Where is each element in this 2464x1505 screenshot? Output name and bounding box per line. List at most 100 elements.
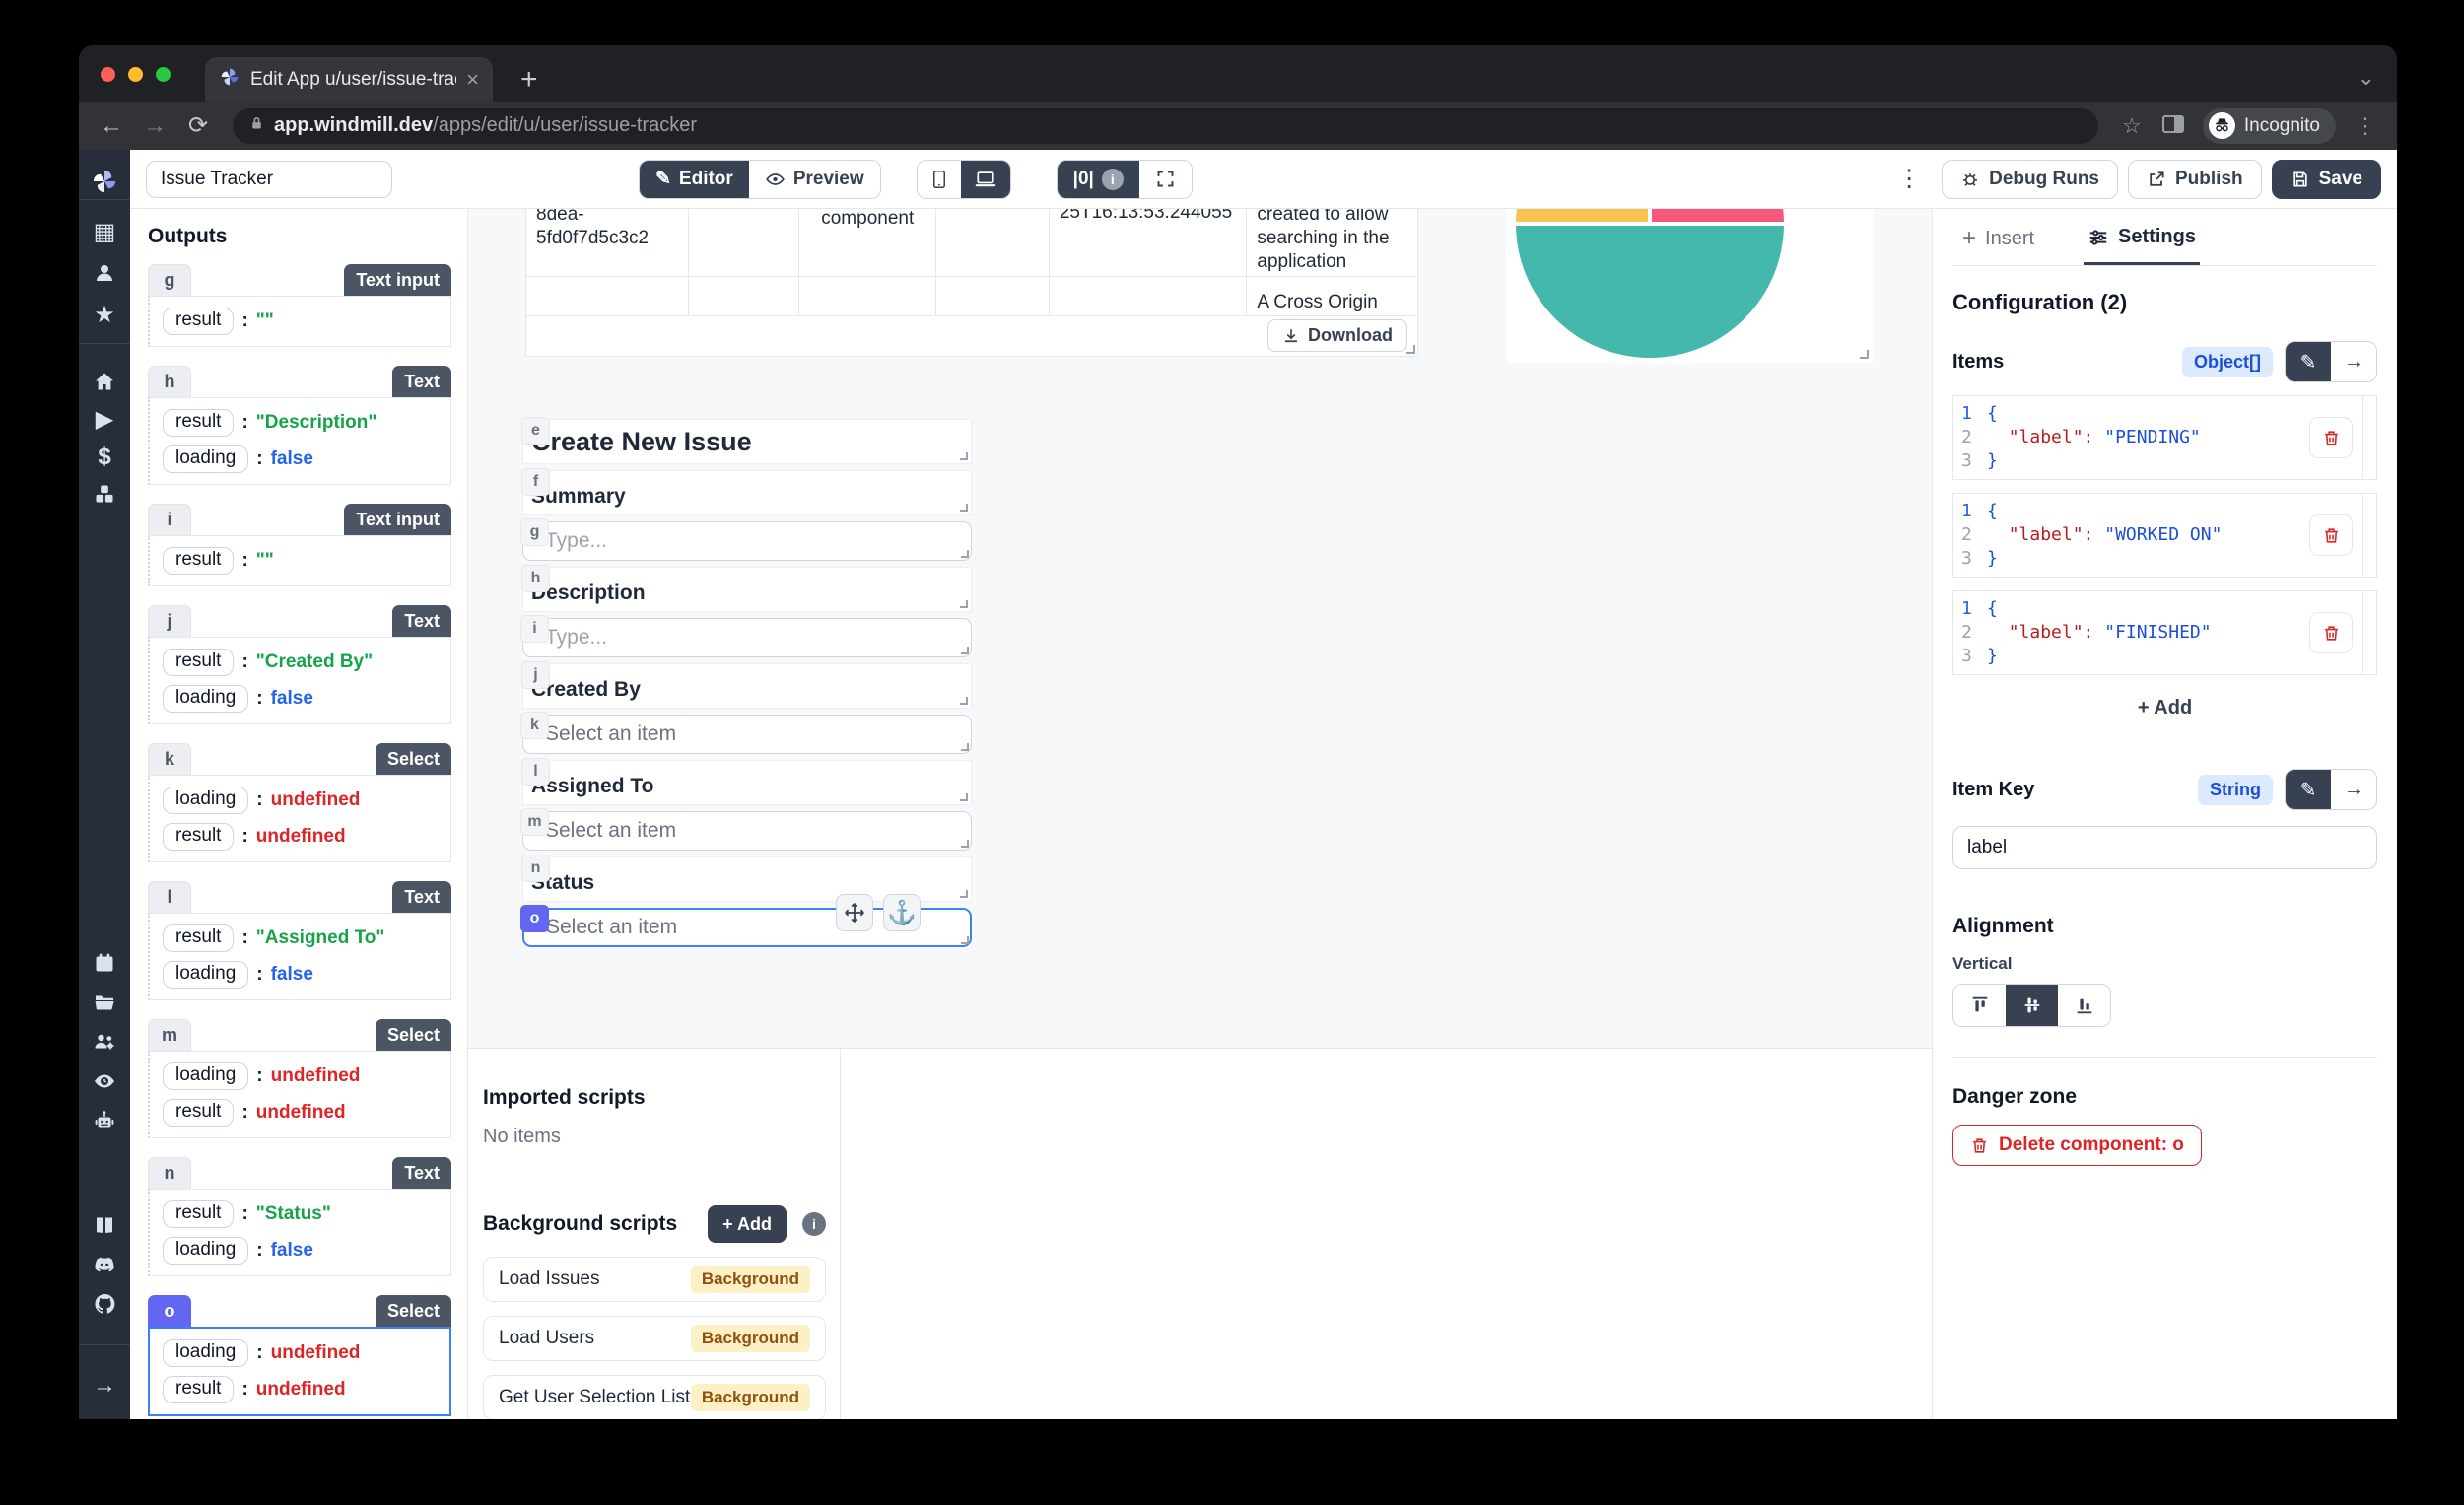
created-by-select-component[interactable]: k Select an item: [520, 712, 972, 754]
audit-logs-eye-icon[interactable]: [79, 1068, 130, 1093]
home-icon[interactable]: [79, 369, 130, 393]
preview-tab[interactable]: Preview: [748, 160, 880, 198]
publish-button[interactable]: Publish: [2128, 159, 2262, 199]
billing-dollar-icon[interactable]: $: [98, 444, 111, 470]
component-tag[interactable]: i: [520, 615, 549, 643]
align-top-button[interactable]: [1953, 985, 2006, 1026]
back-icon[interactable]: ←: [100, 111, 123, 139]
output-key[interactable]: loading: [163, 1237, 249, 1265]
resize-handle[interactable]: [1406, 345, 1415, 354]
address-bar[interactable]: app.windmill.dev/apps/edit/u/user/issue-…: [233, 107, 2098, 144]
tab-search-chevron-icon[interactable]: ⌄: [2357, 65, 2375, 90]
info-icon[interactable]: i: [802, 1212, 826, 1236]
close-tab-icon[interactable]: ×: [466, 66, 479, 92]
script-row[interactable]: Get User Selection List Background: [483, 1375, 826, 1419]
output-key[interactable]: result: [163, 1099, 235, 1127]
delete-item-button[interactable]: [2309, 612, 2353, 653]
output-key[interactable]: loading: [163, 961, 249, 989]
component-tag[interactable]: o: [520, 905, 549, 932]
output-key[interactable]: loading: [163, 445, 249, 473]
delete-component-button[interactable]: Delete component: o: [1952, 1125, 2202, 1166]
debug-runs-button[interactable]: Debug Runs: [1942, 159, 2118, 199]
component-tag[interactable]: j: [521, 661, 550, 689]
component-id-badge[interactable]: g: [148, 264, 191, 296]
item-key-input[interactable]: [1952, 826, 2377, 869]
component-id-badge[interactable]: i: [148, 504, 191, 535]
info-icon[interactable]: i: [1101, 168, 1124, 190]
created-by-label-component[interactable]: j Created By: [521, 661, 972, 709]
star-icon[interactable]: ★: [94, 302, 115, 328]
json-item-editor-1[interactable]: 1{ 2 "label": "PENDING" 3}: [1952, 395, 2377, 480]
resize-handle[interactable]: [960, 600, 968, 608]
windmill-logo-icon[interactable]: [79, 168, 130, 195]
output-key[interactable]: result: [163, 1200, 235, 1228]
output-key[interactable]: result: [163, 1376, 235, 1403]
component-tag[interactable]: f: [521, 468, 550, 496]
resize-handle[interactable]: [1860, 350, 1869, 359]
delete-item-button[interactable]: [2309, 417, 2353, 458]
component-tag[interactable]: h: [521, 565, 550, 592]
app-canvas[interactable]: 8dea-5fd0f7d5c3c2 component 25T16:13:53.…: [468, 209, 1932, 1419]
resize-handle[interactable]: [961, 743, 969, 751]
add-item-button[interactable]: + Add: [2137, 697, 2193, 718]
resize-handle[interactable]: [960, 793, 968, 801]
script-row[interactable]: Load Issues Background: [483, 1257, 826, 1302]
side-panel-icon[interactable]: [2156, 113, 2191, 139]
mobile-view-button[interactable]: [917, 160, 961, 198]
robot-icon[interactable]: [79, 1108, 130, 1132]
close-window-button[interactable]: [101, 67, 115, 82]
static-edit-button[interactable]: ✎: [2286, 770, 2331, 809]
title-component[interactable]: e Create New Issue: [521, 417, 972, 464]
component-tag[interactable]: g: [520, 518, 549, 546]
summary-label-component[interactable]: f Summary: [521, 468, 972, 515]
assigned-to-select-component[interactable]: m Select an item: [520, 808, 972, 851]
more-options-kebab-icon[interactable]: ⋮: [1897, 166, 1923, 192]
tab-insert[interactable]: + Insert: [1962, 225, 2035, 251]
expand-sidebar-arrow-icon[interactable]: →: [93, 1372, 116, 1399]
component-id-badge[interactable]: l: [148, 881, 191, 913]
script-row[interactable]: Load Users Background: [483, 1316, 826, 1361]
output-key[interactable]: result: [163, 308, 235, 335]
component-tag[interactable]: l: [521, 758, 550, 786]
browser-tab[interactable]: Edit App u/user/issue-tracker | ×: [205, 57, 493, 102]
description-input-component[interactable]: i: [520, 615, 972, 657]
component-tag[interactable]: m: [520, 808, 549, 836]
maximize-window-button[interactable]: [156, 67, 171, 82]
summary-input[interactable]: [522, 521, 972, 561]
save-button[interactable]: Save: [2271, 159, 2381, 199]
resources-cubes-icon[interactable]: [79, 481, 130, 506]
reload-icon[interactable]: ⟳: [187, 112, 209, 139]
output-key[interactable]: result: [163, 924, 235, 952]
outputs-bar-toggle[interactable]: |0| i: [1057, 160, 1139, 198]
resize-handle[interactable]: [961, 550, 969, 558]
component-id-badge[interactable]: j: [148, 605, 191, 637]
new-tab-button[interactable]: +: [520, 63, 538, 96]
user-icon[interactable]: [79, 260, 130, 285]
component-id-badge[interactable]: m: [148, 1019, 191, 1051]
app-title-input[interactable]: [146, 160, 392, 198]
resize-handle[interactable]: [960, 452, 968, 460]
connect-arrow-button[interactable]: →: [2331, 770, 2376, 809]
minimize-window-button[interactable]: [128, 67, 143, 82]
runs-play-icon[interactable]: ▶: [95, 406, 114, 433]
resize-handle[interactable]: [960, 890, 968, 898]
component-tag[interactable]: n: [521, 855, 550, 882]
download-button[interactable]: Download: [1267, 319, 1407, 352]
fullscreen-button[interactable]: [1138, 160, 1192, 198]
component-tag[interactable]: k: [520, 712, 549, 739]
browser-menu-kebab-icon[interactable]: ⋮: [2355, 112, 2376, 138]
description-label-component[interactable]: h Description: [521, 565, 972, 612]
static-edit-button[interactable]: ✎: [2286, 342, 2331, 381]
json-item-editor-2[interactable]: 1{ 2 "label": "WORKED ON" 3}: [1952, 493, 2377, 578]
output-key[interactable]: loading: [163, 1062, 249, 1090]
connect-arrow-button[interactable]: →: [2331, 342, 2376, 381]
anchor-component-button[interactable]: ⚓: [883, 894, 921, 931]
folders-icon[interactable]: [79, 990, 130, 1014]
output-key[interactable]: result: [163, 547, 235, 575]
workers-users-gear-icon[interactable]: [79, 1029, 130, 1054]
resize-handle[interactable]: [960, 504, 968, 512]
docs-book-icon[interactable]: [79, 1212, 130, 1237]
resize-handle[interactable]: [961, 840, 969, 848]
align-bottom-button[interactable]: [2058, 985, 2110, 1026]
component-id-badge[interactable]: k: [148, 743, 191, 775]
